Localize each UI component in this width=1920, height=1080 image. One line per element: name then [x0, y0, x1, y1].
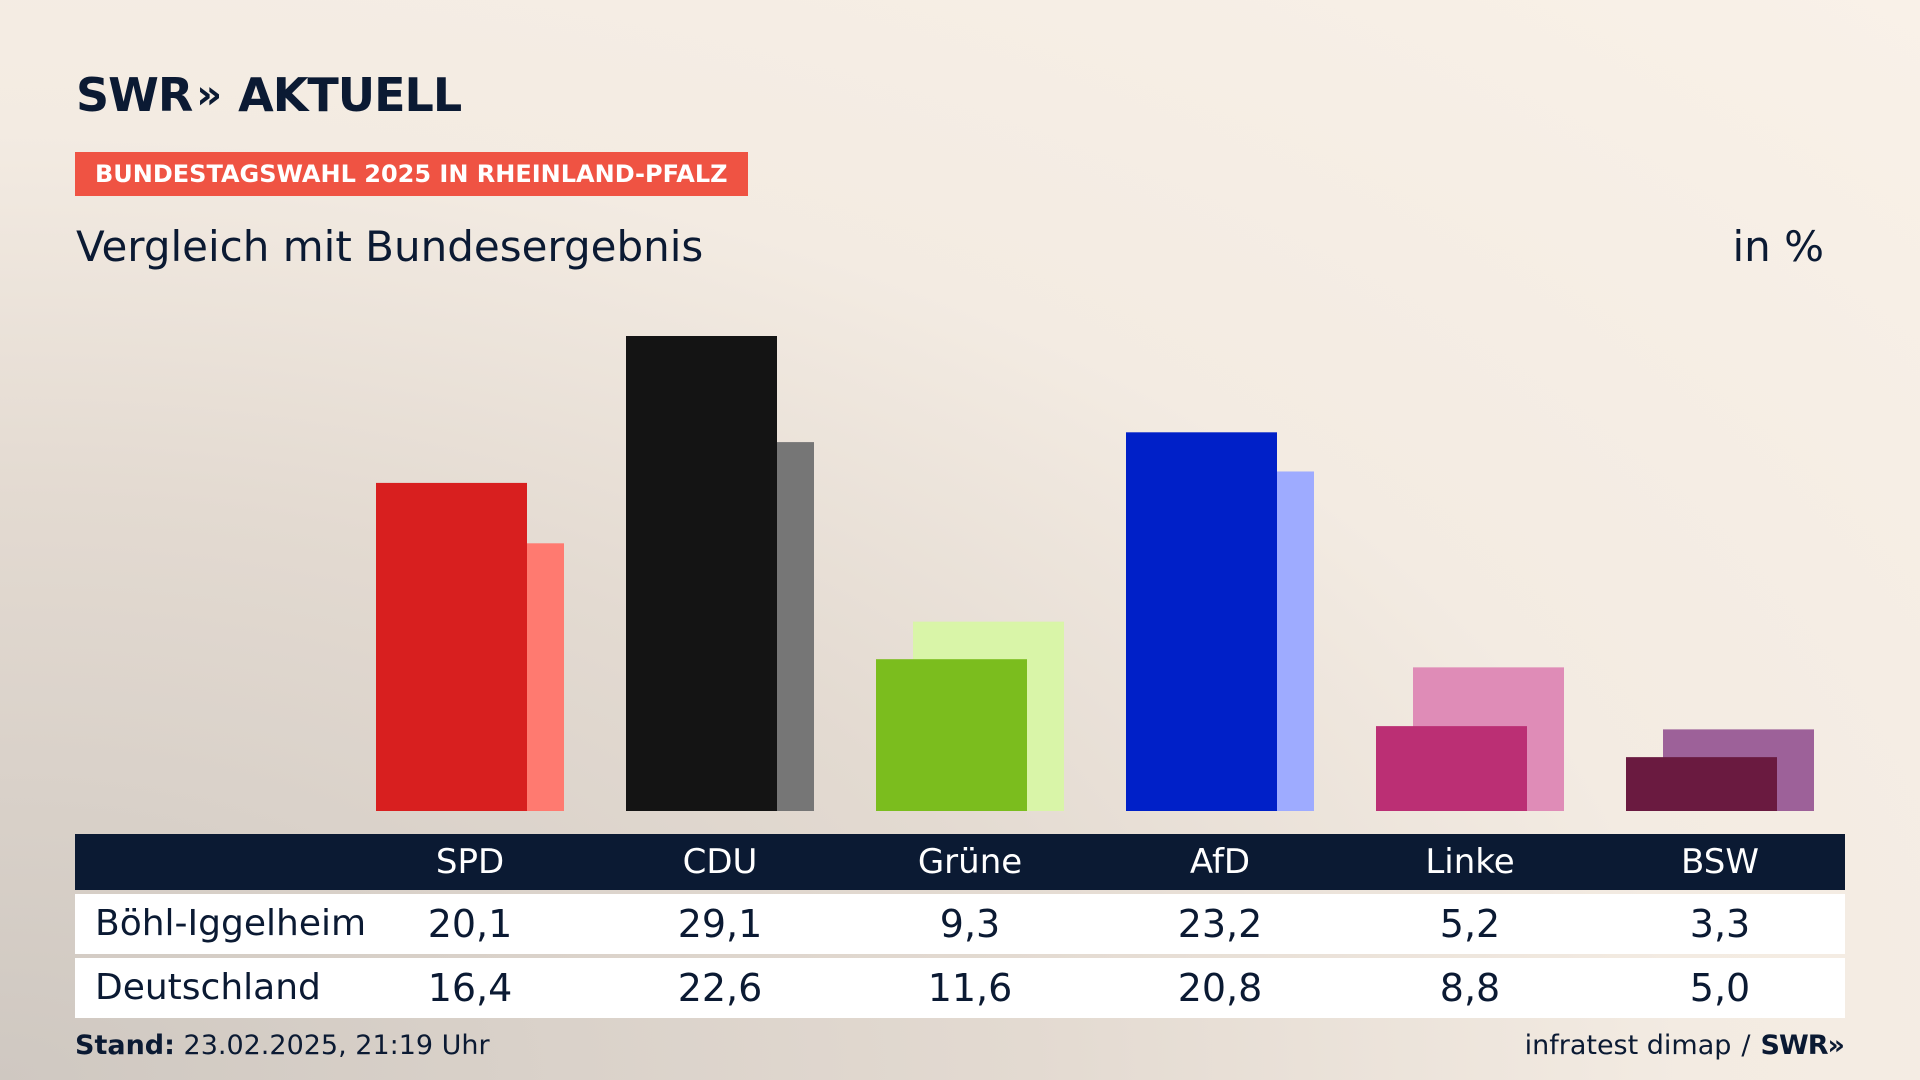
header-linke: Linke — [1425, 842, 1515, 882]
unit-label: in % — [1732, 222, 1824, 271]
timestamp: Stand: 23.02.2025, 21:19 Uhr — [75, 1030, 490, 1061]
source-name: infratest dimap — [1524, 1030, 1732, 1061]
table-row: Böhl-Iggelheim 20,1 29,1 9,3 23,2 5,2 3,… — [75, 894, 1845, 954]
election-tag: BUNDESTAGSWAHL 2025 IN RHEINLAND-PFALZ — [75, 152, 748, 196]
header-bsw: BSW — [1681, 842, 1759, 882]
row-label: Böhl-Iggelheim — [95, 903, 367, 944]
bar-boehl-iggelheim-bsw — [1626, 757, 1777, 811]
logo-aktuell-text: AKTUELL — [238, 68, 462, 122]
value-cdu: 29,1 — [677, 902, 763, 946]
value-gruene: 11,6 — [927, 966, 1013, 1010]
table-header: SPD CDU Grüne AfD Linke BSW — [75, 834, 1845, 890]
value-spd: 16,4 — [427, 966, 513, 1010]
swr-mini-logo: SWR» — [1760, 1030, 1845, 1061]
bar-boehl-iggelheim-cdu — [626, 336, 777, 811]
header-spd: SPD — [435, 842, 505, 882]
swr-aktuell-logo: SWR» AKTUELL — [76, 68, 462, 122]
bar-chart — [376, 336, 1814, 811]
results-table: SPD CDU Grüne AfD Linke BSW Böhl-Iggelhe… — [75, 834, 1845, 1018]
value-gruene: 9,3 — [939, 902, 1001, 946]
value-bsw: 3,3 — [1689, 902, 1751, 946]
bar-boehl-iggelheim-gruene — [876, 659, 1027, 811]
header-cdu: CDU — [682, 842, 758, 882]
value-afd: 20,8 — [1177, 966, 1263, 1010]
bar-boehl-iggelheim-afd — [1126, 432, 1277, 811]
row-label: Deutschland — [95, 967, 321, 1008]
bar-boehl-iggelheim-spd — [376, 482, 527, 811]
bar-boehl-iggelheim-linke — [1376, 726, 1527, 811]
table-row: Deutschland 16,4 22,6 11,6 20,8 8,8 5,0 — [75, 958, 1845, 1018]
value-linke: 5,2 — [1439, 902, 1501, 946]
logo-swr-text: SWR — [76, 68, 193, 122]
value-cdu: 22,6 — [677, 966, 763, 1010]
value-linke: 8,8 — [1439, 966, 1501, 1010]
source-separator: / — [1741, 1030, 1751, 1061]
source-credit: infratest dimap / SWR» — [1524, 1030, 1845, 1061]
value-afd: 23,2 — [1177, 902, 1263, 946]
value-spd: 20,1 — [427, 902, 513, 946]
value-bsw: 5,0 — [1689, 966, 1751, 1010]
header-gruene: Grüne — [917, 842, 1023, 882]
header-afd: AfD — [1189, 842, 1251, 882]
chart-subtitle: Vergleich mit Bundesergebnis — [76, 222, 704, 271]
stand-value: 23.02.2025, 21:19 Uhr — [183, 1030, 490, 1061]
stand-label: Stand: — [75, 1030, 175, 1061]
